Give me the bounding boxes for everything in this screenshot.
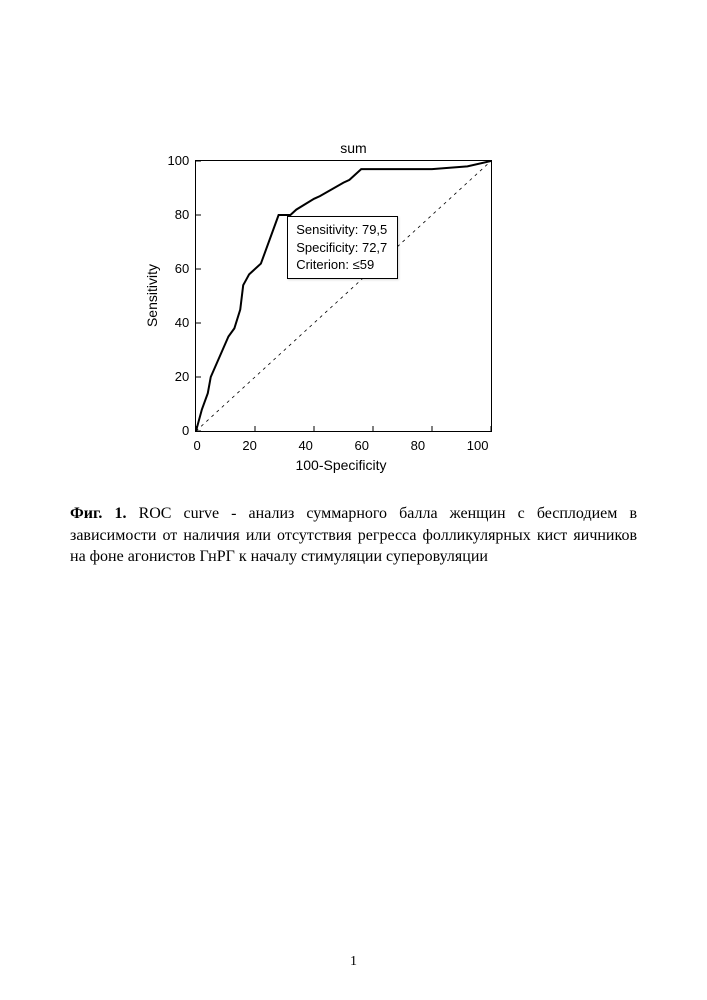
x-tick: 100	[467, 438, 489, 453]
info-specificity-row: Specificity: 72,7	[296, 239, 387, 257]
x-tick: 80	[411, 438, 425, 453]
caption-lead: Фиг. 1.	[70, 505, 127, 522]
info-criterion-label: Criterion:	[296, 257, 349, 272]
plot-container: Sensitivity: 79,5 Specificity: 72,7 Crit…	[195, 160, 492, 432]
plot-area: Sensitivity 100 80 60 40 20 0 Sensitivit…	[144, 160, 564, 432]
x-tick-labels: 0 20 40 60 80 100	[194, 438, 489, 453]
x-axis-label: 100-Specificity	[194, 457, 489, 473]
x-tick: 20	[242, 438, 256, 453]
roc-info-box: Sensitivity: 79,5 Specificity: 72,7 Crit…	[287, 216, 398, 279]
info-sensitivity-row: Sensitivity: 79,5	[296, 221, 387, 239]
figure-caption: Фиг. 1. ROC curve - анализ суммарного ба…	[70, 503, 637, 568]
roc-plot-svg	[195, 160, 492, 432]
y-axis-label: Sensitivity	[144, 264, 160, 327]
caption-text: ROC curve - анализ суммарного балла женщ…	[70, 505, 637, 565]
page-root: sum Sensitivity 100 80 60 40 20 0	[0, 0, 707, 1000]
info-specificity-label: Specificity:	[296, 240, 358, 255]
page-number: 1	[0, 954, 707, 970]
roc-chart-figure: sum Sensitivity 100 80 60 40 20 0	[144, 140, 564, 473]
y-tick-labels: 100 80 60 40 20 0	[168, 161, 196, 431]
info-criterion-value: ≤59	[353, 257, 375, 272]
info-sensitivity-value: 79,5	[362, 222, 387, 237]
info-criterion-row: Criterion: ≤59	[296, 256, 387, 274]
chart-title: sum	[144, 140, 564, 156]
x-tick: 0	[194, 438, 201, 453]
info-sensitivity-label: Sensitivity:	[296, 222, 358, 237]
info-specificity-value: 72,7	[362, 240, 387, 255]
x-tick: 60	[355, 438, 369, 453]
x-tick: 40	[298, 438, 312, 453]
